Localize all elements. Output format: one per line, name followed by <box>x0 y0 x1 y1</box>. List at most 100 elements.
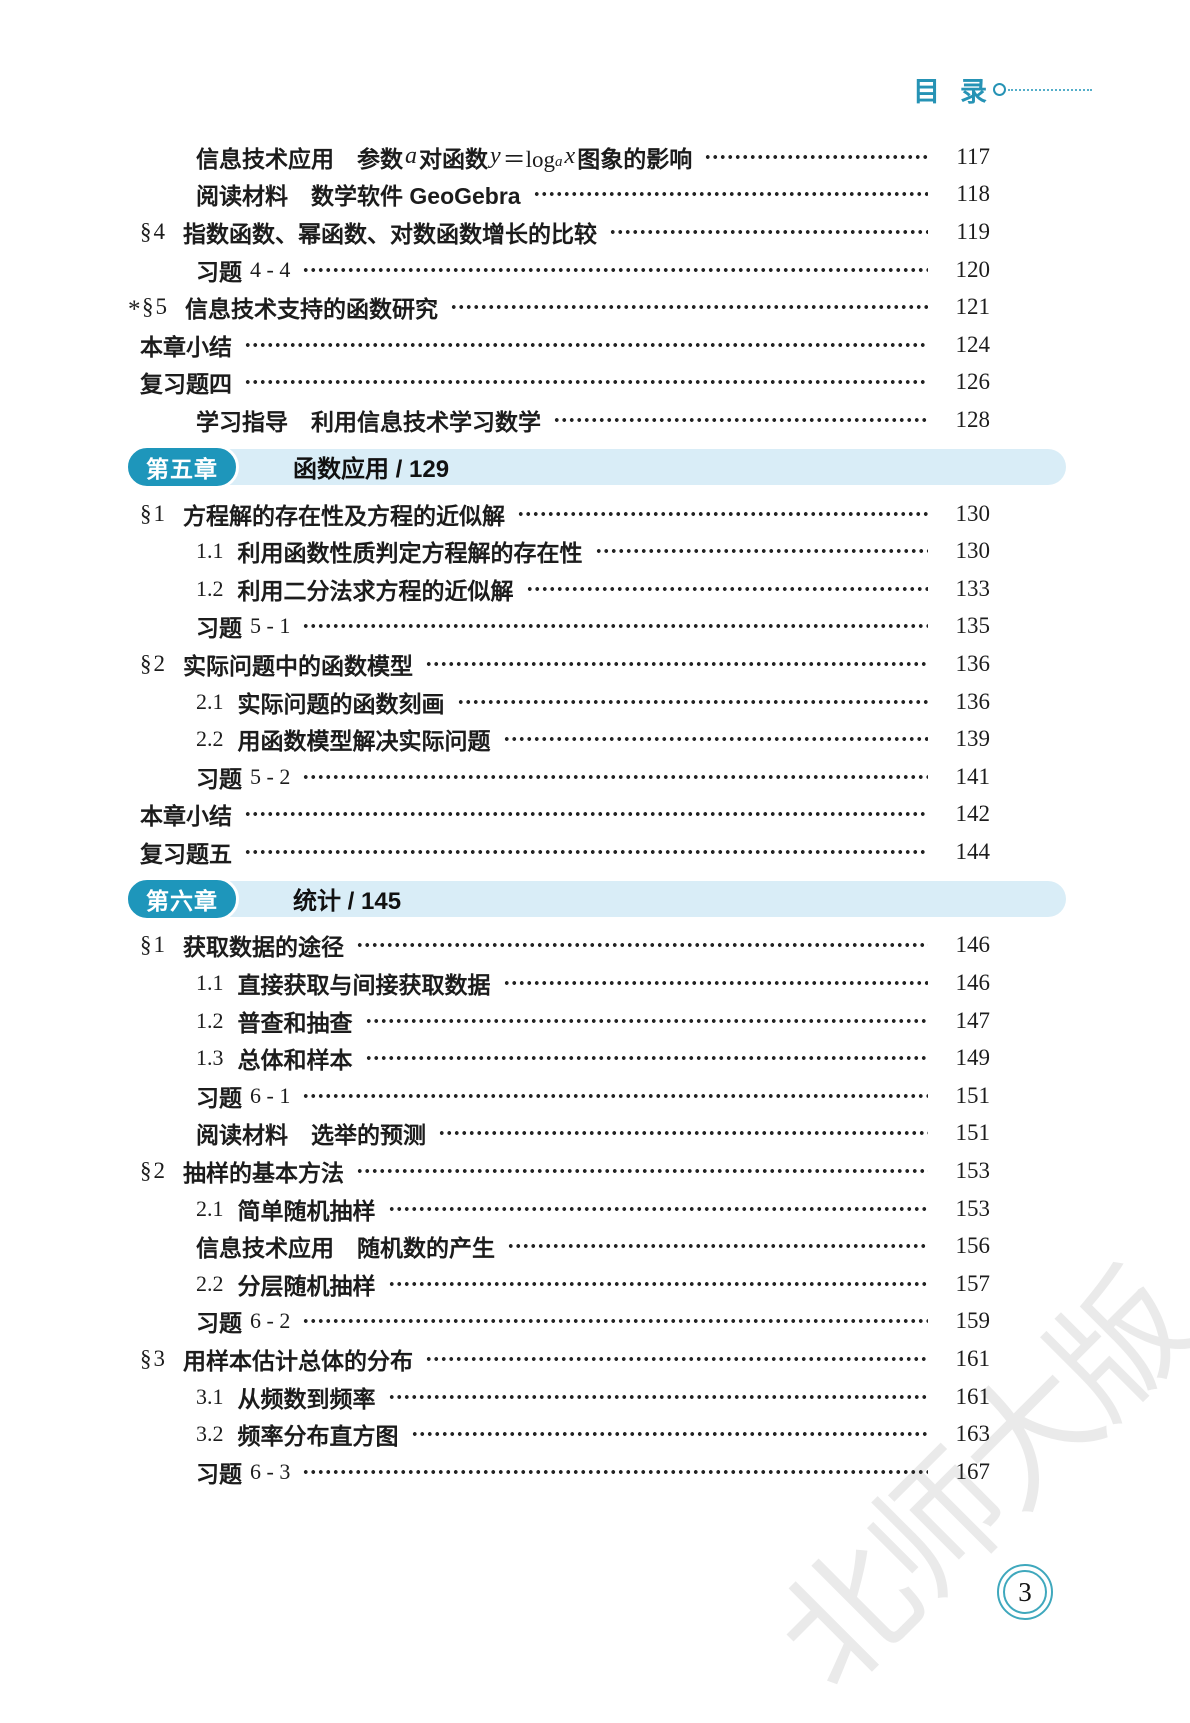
math-var: x <box>564 143 576 170</box>
subsection-number: 2.2 <box>196 1270 224 1296</box>
toc-row: 2.2 分层随机抽样 157 <box>128 1265 990 1303</box>
toc-entry-title: 用函数模型解决实际问题 <box>237 728 491 755</box>
section-number: §2 <box>140 1158 167 1184</box>
subsection-number: 3.2 <box>196 1421 224 1447</box>
toc-entry-title: 分层随机抽样 <box>237 1272 376 1299</box>
exercise-number: 5 - 1 <box>250 613 291 639</box>
toc-entry-title: 对函数 <box>419 145 488 172</box>
exercise-number: 4 - 4 <box>250 256 291 282</box>
page-ref: 153 <box>955 1158 991 1184</box>
toc-row: 3.1 从频数到频率 161 <box>128 1378 990 1416</box>
dot-leader <box>356 1167 928 1176</box>
toc-row: 信息技术应用 参数 a 对函数 y ＝log a x 图象的影响 117 <box>128 138 990 176</box>
page-ref: 146 <box>955 932 991 958</box>
page-ref: 130 <box>955 538 991 564</box>
toc-row: §2 抽样的基本方法 153 <box>128 1152 990 1190</box>
page-ref: 159 <box>955 1308 991 1334</box>
toc-row: 1.1 直接获取与间接获取数据 146 <box>128 964 990 1002</box>
toc-entry-title: 习题 <box>196 1310 242 1337</box>
toc-entry-title: 从频数到频率 <box>237 1385 376 1412</box>
chapter-band-6: 第六章 统计 / 145 <box>125 876 1066 921</box>
page-ref: 135 <box>955 613 991 639</box>
toc-row: §3 用样本估计总体的分布 161 <box>128 1340 990 1378</box>
dot-leader <box>553 415 928 424</box>
dot-leader <box>438 1129 928 1138</box>
toc-entry-title: 习题 <box>196 765 242 792</box>
page-ref: 163 <box>955 1421 991 1447</box>
exercise-number: 6 - 1 <box>250 1082 291 1108</box>
subsection-number: 1.3 <box>196 1045 224 1071</box>
dot-leader <box>302 622 928 631</box>
toc-row: 2.1 简单随机抽样 153 <box>128 1190 990 1228</box>
toc-entry-title: 用样本估计总体的分布 <box>183 1348 413 1375</box>
dot-leader <box>450 303 928 312</box>
toc-entry-title: 频率分布直方图 <box>237 1423 399 1450</box>
toc-entry-title: 阅读材料 选举的预测 <box>196 1122 426 1149</box>
page-ref: 151 <box>955 1082 991 1108</box>
header-circle-icon <box>993 83 1006 96</box>
toc-row: 习题 6 - 2 159 <box>128 1303 990 1341</box>
dot-leader <box>244 847 928 856</box>
toc-entry-title: 获取数据的途径 <box>183 934 344 961</box>
toc-row: 信息技术应用 随机数的产生 156 <box>128 1227 990 1265</box>
dot-leader <box>302 1091 928 1100</box>
page-ref: 119 <box>956 218 990 244</box>
toc-row: 本章小结 124 <box>128 326 990 364</box>
dot-leader <box>517 509 928 518</box>
chapter-badge: 第六章 <box>125 876 239 921</box>
toc-entry-title: 本章小结 <box>140 333 232 360</box>
dot-leader <box>594 547 928 556</box>
subsection-number: 2.1 <box>196 1195 224 1221</box>
page-ref: 149 <box>955 1045 991 1071</box>
dot-leader <box>302 265 928 274</box>
section-number: §4 <box>140 218 167 244</box>
toc-entry-title: 复习题五 <box>140 840 232 867</box>
dot-leader <box>356 941 928 950</box>
toc-row: §2 实际问题中的函数模型 136 <box>128 645 990 683</box>
page-ref: 126 <box>955 369 991 395</box>
toc-row: 习题 5 - 1 135 <box>128 608 990 646</box>
section-number: §2 <box>140 650 167 676</box>
toc-row: 阅读材料 数学软件 GeoGebra 118 <box>128 176 990 214</box>
dot-leader <box>502 735 928 744</box>
toc-row: 习题 6 - 3 167 <box>128 1453 990 1491</box>
page-ref: 153 <box>955 1195 991 1221</box>
toc-entry-title: 阅读材料 数学软件 GeoGebra <box>196 183 521 210</box>
toc-entry-title: 复习题四 <box>140 371 232 398</box>
section-number: §1 <box>140 500 167 526</box>
toc-entry-title: 实际问题的函数刻画 <box>237 690 445 717</box>
toc-entry-title: 习题 <box>196 258 242 285</box>
dot-leader <box>244 340 928 349</box>
page-ref: 167 <box>955 1458 991 1484</box>
toc-entry-title: 信息技术应用 参数 <box>196 145 403 172</box>
subsection-number: 1.2 <box>196 575 224 601</box>
toc-entry-title: 总体和样本 <box>237 1047 353 1074</box>
dot-leader <box>704 152 928 161</box>
dot-leader <box>507 1242 928 1251</box>
section-number: §1 <box>140 932 167 958</box>
page-ref: 147 <box>955 1007 991 1033</box>
page-ref: 142 <box>955 801 991 827</box>
toc-entry-title: 方程解的存在性及方程的近似解 <box>183 502 505 529</box>
page-ref: 133 <box>955 575 991 601</box>
dot-leader <box>364 1054 928 1063</box>
subsection-number: 2.2 <box>196 726 224 752</box>
toc-entry-title: 本章小结 <box>140 803 232 830</box>
page-ref: 151 <box>955 1120 991 1146</box>
toc-row: 1.2 普查和抽查 147 <box>128 1002 990 1040</box>
dot-leader <box>387 1204 928 1213</box>
dot-leader <box>425 659 928 668</box>
dot-leader <box>364 1016 928 1025</box>
dot-leader <box>302 772 928 781</box>
toc-row: 习题 6 - 1 151 <box>128 1077 990 1115</box>
toc-entry-title: 图象的影响 <box>577 145 693 172</box>
page-ref: 118 <box>956 181 990 207</box>
page-ref: 136 <box>955 650 991 676</box>
dot-leader <box>456 697 928 706</box>
page-ref: 130 <box>955 500 991 526</box>
math-var: y <box>490 143 501 170</box>
toc-row: 本章小结 142 <box>128 796 990 834</box>
page-ref: 120 <box>955 256 991 282</box>
toc-entry-title: 实际问题中的函数模型 <box>183 652 413 679</box>
toc-entry-title: 习题 <box>196 615 242 642</box>
